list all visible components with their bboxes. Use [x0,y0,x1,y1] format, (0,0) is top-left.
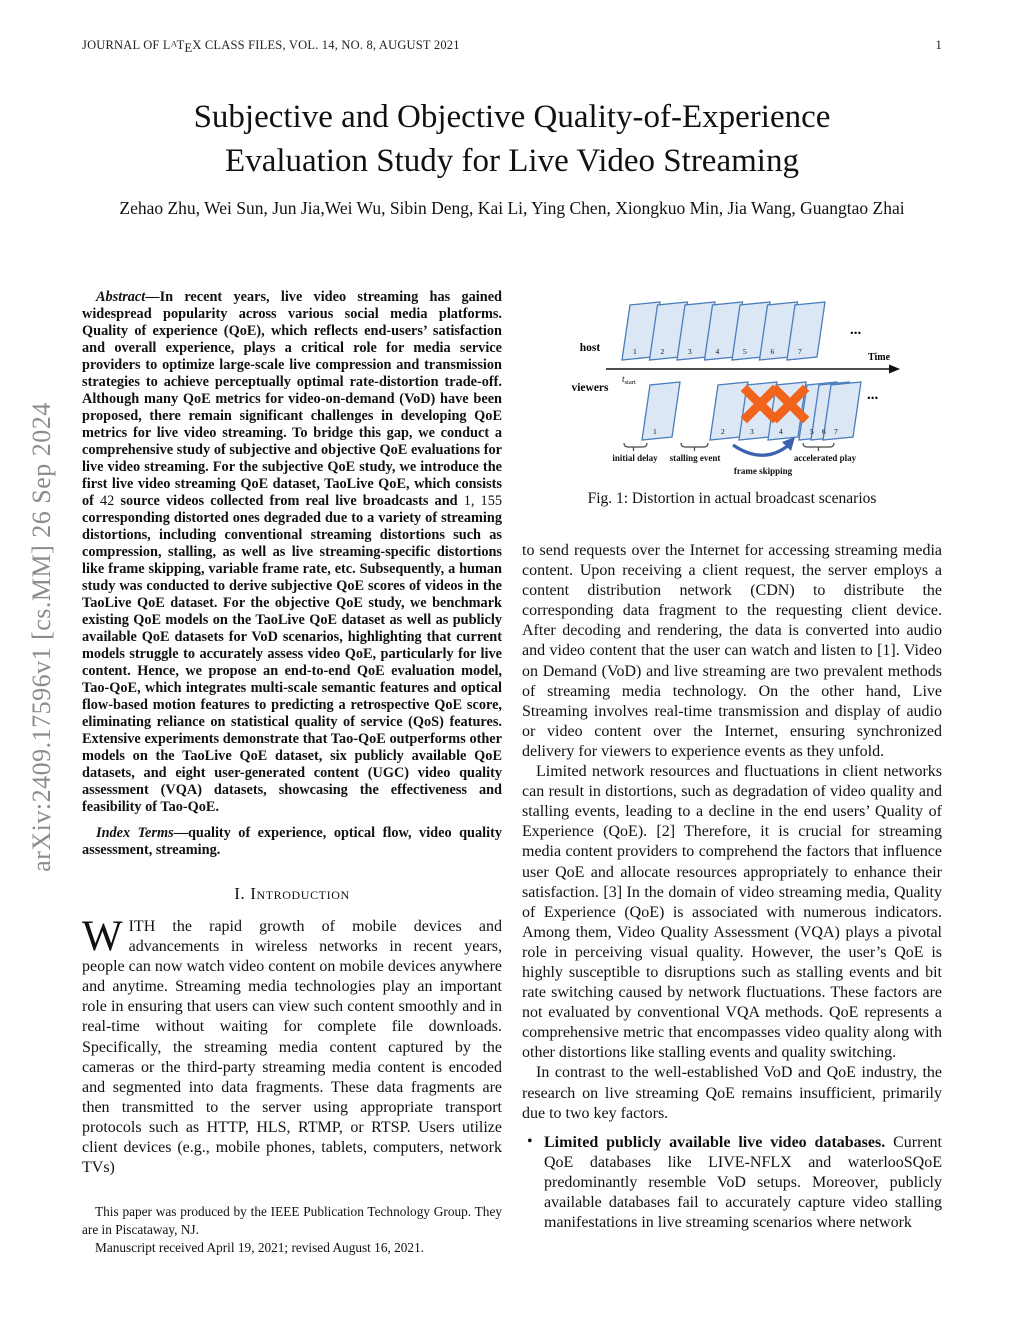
host-frame [621,301,661,361]
abstract-paragraph: Abstract—In recent years, live video str… [82,289,502,815]
svg-text:3: 3 [688,347,692,356]
viewers-label: viewers [571,382,609,394]
footnote-publication: This paper was produced by the IEEE Publ… [82,1204,502,1238]
host-frame [786,301,826,361]
viewer-frame-numbers: 1 2 3 4 5 6 7 [653,427,838,436]
figure-1-caption: Fig. 1: Distortion in actual broadcast s… [587,490,877,507]
host-ellipsis: ... [850,322,862,338]
footnotes: This paper was produced by the IEEE Publ… [82,1203,502,1257]
viewer-frame [709,381,749,441]
figure-annotations: initial delay stalling event frame skipp… [612,453,856,476]
time-axis-arrow [606,364,900,374]
svg-text:5: 5 [743,347,747,356]
host-frame [703,301,744,361]
page-number: 1 [935,38,942,52]
accelerated-play-label: accelerated play [794,453,857,463]
host-frame [731,301,771,361]
viewer-frame [822,381,862,441]
bullet-item-limited-databases: • Limited publicly available live video … [522,1133,942,1233]
skipped-frame-x-icon [740,384,810,424]
journal-header-text: JOURNAL OF LATEX CLASS FILES, VOL. 14, N… [82,38,460,55]
stalling-event-brace [680,442,709,451]
bullet-marker: • [527,1132,533,1150]
svg-text:1: 1 [633,347,637,356]
host-frame [648,301,689,361]
svg-text:4: 4 [716,347,720,356]
svg-text:6: 6 [822,427,826,436]
svg-text:7: 7 [834,427,838,436]
viewer-frame [641,381,681,441]
paper-title: Subjective and Objective Quality-of-Expe… [82,95,942,183]
two-column-body: Abstract—In recent years, live video str… [82,289,942,1279]
svg-text:2: 2 [661,347,665,356]
svg-text:2: 2 [721,427,725,436]
running-header: JOURNAL OF LATEX CLASS FILES, VOL. 14, N… [82,38,942,56]
frame-skipping-arrow [732,437,795,457]
figure-1-diagram: host 1 2 3 4 [571,301,900,476]
svg-text:7: 7 [798,347,802,356]
intro-paragraph: W ITH the rapid growth of mobile devices … [82,913,502,1177]
svg-text:3: 3 [750,427,754,436]
arxiv-watermark: arXiv:2409.17596v1 [cs.MM] 26 Sep 2024 [27,402,56,872]
left-column: Abstract—In recent years, live video str… [82,289,502,1279]
svg-text:5: 5 [810,427,814,436]
t-start-label: tstart [622,374,636,386]
underbraces [623,442,835,451]
svg-text:4: 4 [779,427,783,436]
paper-title-line1: Subjective and Objective Quality-of-Expe… [193,99,831,135]
bullet-text: Limited publicly available live video da… [544,1133,942,1232]
time-axis-label: Time [868,352,891,363]
body-paragraph-2: Limited network resources and fluctuatio… [522,763,942,1062]
svg-text:6: 6 [771,347,775,356]
stalling-event-label: stalling event [670,453,721,463]
author-list: Zehao Zhu, Wei Sun, Jun Jia,Wei Wu, Sibi… [119,198,905,218]
host-frame-numbers: 1 2 3 4 5 6 7 [633,347,802,356]
footnote-manuscript: Manuscript received April 19, 2021; revi… [95,1240,425,1256]
viewer-ellipsis: ... [867,387,879,403]
host-frame [676,301,716,361]
host-frame [758,301,799,361]
right-column: host 1 2 3 4 [522,289,942,1279]
section-heading-introduction: I. Introduction [234,884,350,903]
host-frame-sequence [621,301,826,361]
frame-skipping-label: frame skipping [734,466,793,476]
host-label: host [580,342,601,354]
initial-delay-brace [623,442,648,451]
index-terms-paragraph: Index Terms—quality of experience, optic… [82,825,502,858]
accelerated-play-brace [802,442,835,451]
body-paragraph-3: In contrast to the well-established VoD … [522,1064,942,1122]
body-paragraph-1: to send requests over the Internet for a… [522,542,942,760]
paper-title-line2: Evaluation Study for Live Video Streamin… [225,143,799,180]
initial-delay-label: initial delay [612,453,658,463]
figure-1: host 1 2 3 4 [522,289,942,508]
svg-text:1: 1 [653,427,657,436]
